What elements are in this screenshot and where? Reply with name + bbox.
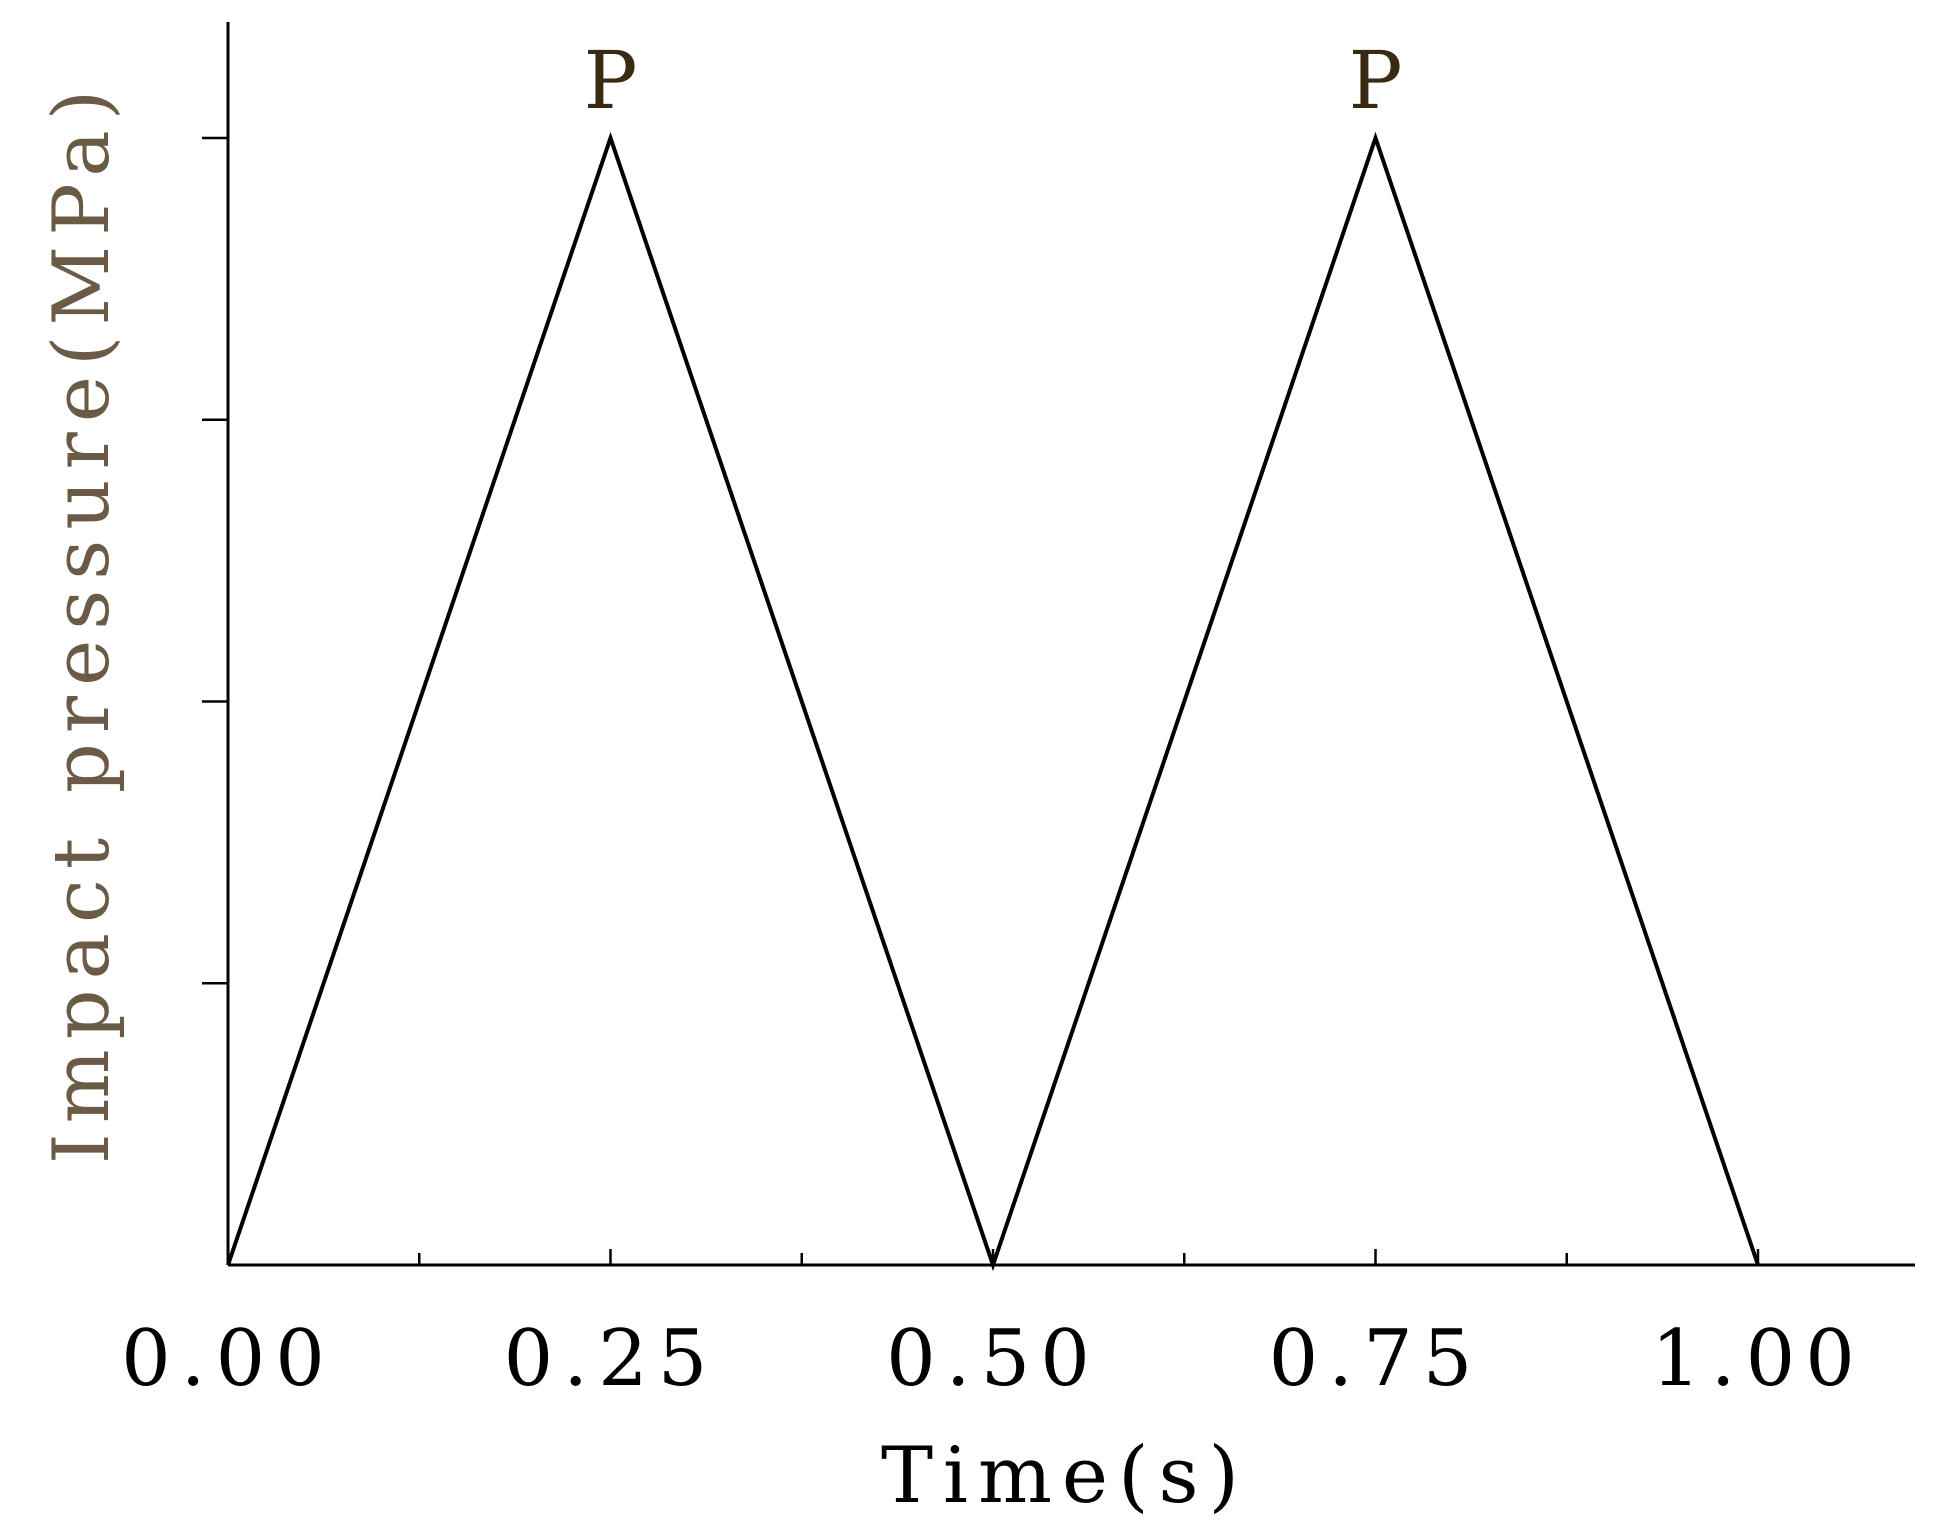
peak-label: P xyxy=(1349,34,1403,127)
ticks xyxy=(202,136,1760,1265)
x-axis-title: Time(s) xyxy=(881,1431,1249,1521)
x-tick-label: 0.00 xyxy=(121,1314,335,1404)
x-tick-label: 0.75 xyxy=(1269,1314,1483,1404)
x-tick-label: 0.50 xyxy=(886,1314,1100,1404)
peak-label: P xyxy=(584,34,638,127)
x-tick-labels: 0.00 0.25 0.50 0.75 1.00 xyxy=(121,1314,1865,1404)
x-tick-label: 0.25 xyxy=(504,1314,718,1404)
y-axis-title: Impact pressure(MPa) xyxy=(37,80,127,1164)
axes xyxy=(226,22,1915,1267)
x-tick-label: 1.00 xyxy=(1651,1314,1865,1404)
pressure-series-line xyxy=(226,131,1760,1272)
